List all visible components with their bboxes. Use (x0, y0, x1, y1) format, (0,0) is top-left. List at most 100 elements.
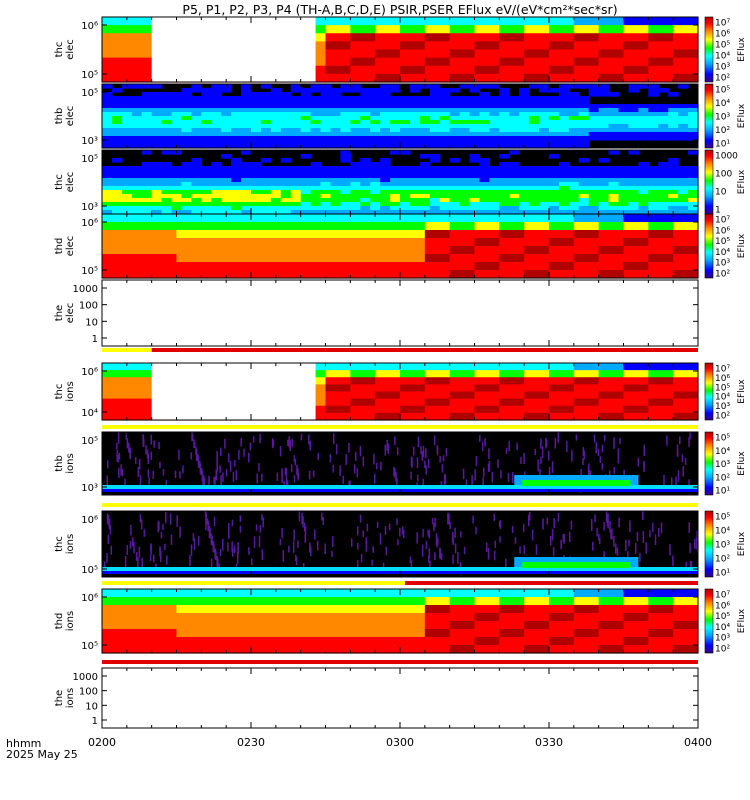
heatmap-cell (241, 120, 252, 125)
heatmap-cell (429, 132, 441, 137)
heatmap-cell (330, 166, 341, 171)
heatmap-cell (151, 116, 163, 121)
heatmap-cell (449, 140, 461, 145)
heatmap-cell (598, 92, 610, 97)
noise-mark (164, 512, 167, 524)
heatmap-cell (310, 210, 322, 215)
heatmap-cell (251, 170, 262, 175)
heatmap-cell (678, 178, 689, 183)
heatmap-cell (131, 136, 143, 141)
heatmap-cell (673, 370, 699, 378)
heatmap-cell (429, 210, 441, 215)
heatmap-cell (469, 128, 481, 133)
heatmap-cell (519, 108, 530, 113)
heatmap-cell (290, 84, 302, 89)
y-tick-label: 10³ (81, 202, 98, 213)
heatmap-cell (111, 186, 123, 191)
heatmap-cell (598, 84, 610, 89)
heatmap-cell (598, 25, 625, 34)
noise-mark (663, 474, 665, 486)
heatmap-cell (668, 158, 679, 163)
heatmap-cell (275, 214, 302, 223)
heatmap-cell (678, 104, 689, 109)
heatmap-cell (310, 144, 322, 149)
heatmap-cell (260, 140, 272, 145)
heatmap-cell (459, 178, 471, 183)
noise-mark (371, 559, 373, 566)
heatmap-cell (519, 92, 530, 97)
heatmap-cell (678, 166, 689, 171)
heatmap-cell (310, 178, 322, 183)
heatmap-cell (350, 65, 376, 75)
heatmap-cell (201, 104, 212, 109)
heatmap-cell (131, 166, 143, 171)
heatmap-cell (648, 230, 674, 239)
heatmap-cell (176, 629, 202, 638)
heatmap-cell (424, 363, 451, 371)
heatmap-cell (231, 166, 242, 171)
heatmap-cell (429, 88, 441, 93)
noise-mark (240, 437, 242, 447)
heatmap-cell (320, 104, 332, 109)
heatmap-cell (375, 377, 401, 385)
heatmap-cell (275, 230, 302, 239)
heatmap-cell (479, 182, 490, 187)
heatmap-cell (688, 178, 699, 183)
heatmap-cell (509, 162, 520, 167)
heatmap-cell (424, 597, 451, 606)
heatmap-cell (270, 100, 282, 105)
heatmap-cell (558, 112, 570, 117)
y-tick-label: 10⁶ (81, 21, 98, 32)
noise-mark (203, 477, 206, 489)
heatmap-cell (439, 210, 451, 215)
noise-mark (669, 544, 671, 556)
heatmap-cell (270, 194, 282, 199)
noise-mark (291, 438, 293, 447)
heatmap-cell (409, 124, 421, 129)
heatmap-cell (419, 116, 431, 121)
noise-mark (360, 554, 363, 563)
heatmap-cell (529, 170, 540, 175)
heatmap-cell (598, 182, 610, 187)
heatmap-cell (260, 166, 272, 171)
noise-mark (126, 545, 129, 556)
heatmap-cell (226, 222, 252, 231)
noise-mark (143, 529, 146, 537)
noise-mark (116, 442, 118, 450)
heatmap-cell (529, 96, 540, 101)
heatmap-cell (161, 178, 173, 183)
heatmap-cell (673, 49, 699, 59)
heatmap-cell (449, 262, 476, 271)
heatmap-cell (638, 174, 649, 179)
heatmap-cell (419, 108, 431, 113)
heatmap-cell (400, 202, 411, 207)
heatmap-cell (558, 128, 570, 133)
ion-band (102, 485, 698, 489)
heatmap-cell (226, 270, 252, 279)
heatmap-cell (251, 202, 262, 207)
colorbar (704, 510, 714, 578)
heatmap-cell (126, 57, 153, 67)
heatmap-cell (400, 73, 426, 83)
heatmap-cell (449, 190, 461, 195)
noise-mark (160, 531, 163, 539)
heatmap-cell (598, 170, 610, 175)
heatmap-cell (102, 605, 128, 614)
heatmap-cell (598, 124, 610, 129)
heatmap-cell (519, 194, 530, 199)
noise-mark (696, 537, 698, 550)
heatmap-cell (658, 136, 669, 141)
noise-mark (618, 517, 620, 528)
heatmap-cell (151, 589, 178, 598)
heatmap-cell (300, 128, 312, 133)
noise-mark (694, 542, 696, 550)
heatmap-cell (489, 170, 500, 175)
noise-mark (331, 536, 334, 548)
heatmap-cell (181, 186, 192, 191)
heatmap-cell (121, 202, 133, 207)
heatmap-cell (588, 206, 600, 211)
heatmap-cell (658, 170, 669, 175)
heatmap-cell (290, 210, 302, 215)
y-tick-label: 10⁵ (81, 266, 98, 277)
noise-mark (660, 522, 663, 534)
